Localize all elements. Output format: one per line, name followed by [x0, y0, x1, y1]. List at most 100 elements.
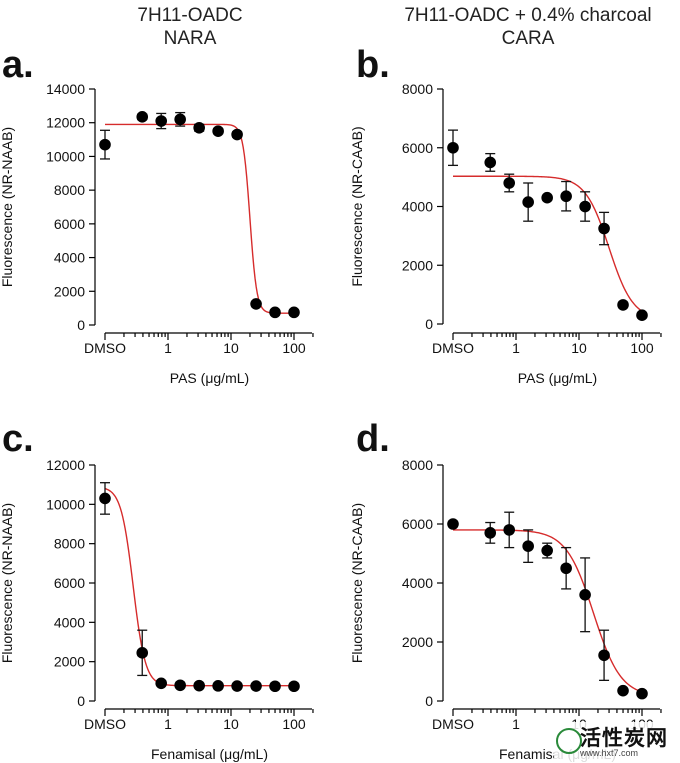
panel-c-data-point	[174, 679, 186, 692]
panel-c-y-tick-label: 8000	[54, 536, 85, 552]
panel-d-y-tick-label: 2000	[402, 634, 433, 650]
panel-a-y-tick-label: 14000	[46, 81, 85, 97]
panel-d-data-point	[484, 527, 497, 539]
panel-c-x-axis-label: Fenamisal (μg/mL)	[151, 746, 268, 762]
panel-c-data-point	[231, 680, 243, 692]
panel-d-data-point	[560, 562, 572, 575]
panel-letter-a: a.	[2, 44, 34, 86]
panel-a-y-tick-label: 0	[77, 317, 85, 333]
watermark-logo-icon	[556, 728, 582, 754]
panel-d-y-axis-label: Fluorescence (NR-CAAB)	[349, 503, 365, 663]
panel-a-y-tick-label: 2000	[54, 283, 85, 299]
panel-c-x-tick-label: DMSO	[84, 716, 126, 732]
panel-b-data-point	[503, 177, 516, 189]
column-title-left-line2: NARA	[163, 28, 217, 49]
panel-d-y-tick-label: 4000	[402, 575, 433, 591]
panel-c-data-point	[212, 680, 224, 692]
panel-b-x-tick-label: 10	[571, 340, 587, 356]
panel-a-data-point	[99, 138, 111, 151]
column-title-right-line2: CARA	[501, 28, 555, 49]
panel-d-y-tick-label: 6000	[402, 516, 433, 532]
panel-b-x-axis-label: PAS (μg/mL)	[518, 370, 597, 386]
panel-d-data-point	[503, 524, 516, 536]
column-title-left: 7H11-OADC NARA	[80, 4, 300, 50]
panel-d-data-point	[617, 684, 629, 697]
panel-a-x-tick-label: DMSO	[84, 340, 126, 356]
panel-letter-d: d.	[356, 418, 390, 460]
panel-a-y-tick-label: 4000	[54, 250, 85, 266]
panel-c-data-point	[193, 679, 205, 692]
column-title-left-line1: 7H11-OADC	[137, 5, 243, 26]
panel-d-y-tick-label: 0	[425, 693, 433, 709]
panel-a-data-point	[231, 128, 243, 141]
panel-c-data-point	[155, 677, 168, 690]
panel-b-x-tick-label: DMSO	[432, 340, 474, 356]
panel-letter-b: b.	[356, 44, 390, 86]
panel-d-data-point	[579, 589, 591, 601]
panel-c-y-axis-label: Fluorescence (NR-NAAB)	[0, 503, 15, 663]
panel-a-y-tick-label: 8000	[54, 182, 85, 198]
panel-a-y-axis-label: Fluorescence (NR-NAAB)	[0, 127, 15, 287]
panel-c-fit-curve	[104, 487, 294, 687]
panel-c-data-point	[288, 680, 300, 693]
column-title-right: 7H11-OADC + 0.4% charcoal CARA	[388, 4, 668, 50]
panel-a-data-point	[193, 121, 205, 134]
watermark-text: 活性炭网	[580, 727, 668, 750]
panel-b-data-point	[560, 190, 572, 203]
panel-a-data-point	[174, 113, 186, 126]
panel-c-x-tick-label: 100	[282, 716, 306, 732]
panel-b-data-point	[484, 156, 497, 169]
panel-a-y-tick-label: 10000	[46, 148, 85, 164]
panel-a-y-tick-label: 6000	[54, 216, 85, 232]
panel-b-y-tick-label: 8000	[402, 81, 433, 97]
panel-d-x-tick-label: 1	[512, 716, 520, 732]
panel-c-y-tick-label: 2000	[54, 654, 85, 670]
watermark: 活性炭网 www.hxt7.com	[554, 722, 678, 762]
panel-b-data-point	[579, 200, 591, 213]
panel-b-data-point	[447, 141, 459, 154]
watermark-url: www.hxt7.com	[580, 748, 639, 758]
panel-c-data-point	[269, 680, 281, 693]
panel-c-data-point	[136, 647, 149, 659]
panel-d-data-point	[541, 544, 553, 557]
panel-b-data-point	[617, 299, 629, 311]
panel-d-data-point	[598, 649, 610, 662]
panel-b-fit-curve	[453, 175, 643, 312]
panel-d-y-tick-label: 8000	[402, 457, 433, 473]
panel-a-data-point	[212, 125, 224, 137]
panel-a-x-tick-label: 100	[282, 340, 306, 356]
panel-b-data-point	[636, 309, 648, 321]
panel-d-data-point	[522, 540, 534, 552]
panel-b-y-tick-label: 6000	[402, 140, 433, 156]
panel-b-x-tick-label: 100	[630, 340, 654, 356]
panel-b-data-point	[522, 196, 534, 208]
panel-d-fit-curve	[453, 529, 643, 693]
panel-b-y-tick-label: 2000	[402, 257, 433, 273]
panel-a-fit-curve	[105, 123, 294, 314]
panel-c-y-tick-label: 10000	[46, 496, 85, 512]
panel-a-y-tick-label: 12000	[46, 115, 85, 131]
panel-b-x-tick-label: 1	[512, 340, 520, 356]
panel-a-x-tick-label: 1	[164, 340, 172, 356]
panel-b-y-tick-label: 0	[425, 316, 433, 332]
panel-a-x-tick-label: 10	[223, 340, 239, 356]
panel-c-y-tick-label: 12000	[46, 457, 85, 473]
panel-c-x-tick-label: 10	[223, 716, 239, 732]
panel-c-data-point	[250, 680, 262, 692]
panel-a-data-point	[155, 115, 168, 127]
column-title-right-line1: 7H11-OADC + 0.4% charcoal	[404, 5, 652, 26]
panel-a-data-point	[136, 111, 149, 123]
panel-b-y-tick-label: 4000	[402, 199, 433, 215]
panel-b-y-axis-label: Fluorescence (NR-CAAB)	[349, 126, 365, 286]
panel-d-data-point	[636, 687, 648, 700]
panel-c-y-tick-label: 4000	[54, 614, 85, 630]
panel-a-data-point	[250, 298, 262, 310]
panel-d-x-tick-label: DMSO	[432, 716, 474, 732]
panel-c-y-tick-label: 0	[77, 693, 85, 709]
panel-c-y-tick-label: 6000	[54, 575, 85, 591]
panel-letter-c: c.	[2, 418, 34, 460]
panel-a-data-point	[288, 306, 300, 319]
panel-b-data-point	[541, 191, 553, 204]
panel-a-x-axis-label: PAS (μg/mL)	[170, 370, 249, 386]
